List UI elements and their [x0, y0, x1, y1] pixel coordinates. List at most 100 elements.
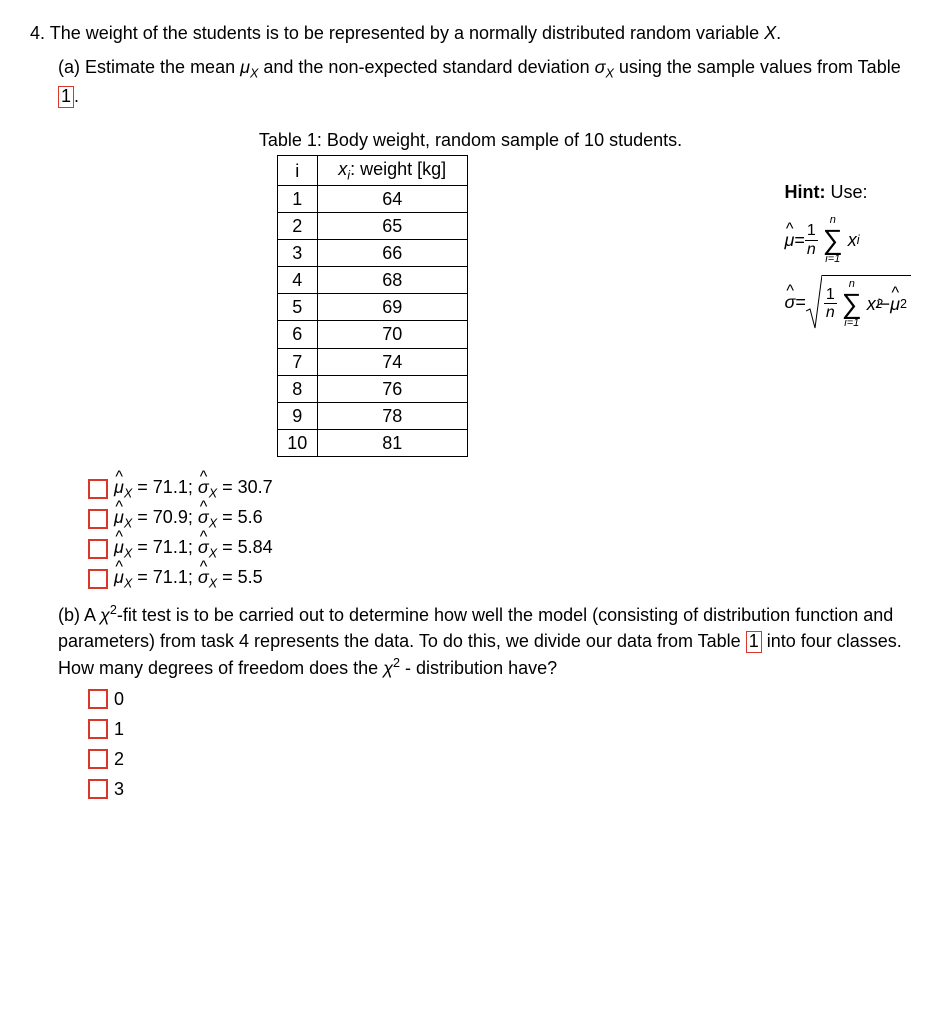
cell-x: 68 [317, 267, 467, 294]
option-a-1[interactable]: μX = 71.1; σX = 30.7 [88, 475, 911, 503]
option-a-2[interactable]: μX = 70.9; σX = 5.6 [88, 505, 911, 533]
checkbox-icon[interactable] [88, 569, 108, 589]
oa-sep: ; [188, 567, 198, 587]
pa-t3: using the sample values from Table [614, 57, 901, 77]
cell-i: 2 [277, 213, 317, 240]
oa-mu-val: 71.1 [153, 567, 188, 587]
th-xi-x: x [338, 159, 347, 179]
table-ref-b[interactable]: 1 [746, 631, 762, 653]
oa-sep: ; [188, 477, 198, 497]
xi: x [848, 227, 857, 253]
cell-i: 5 [277, 294, 317, 321]
table-row: 1081 [277, 429, 467, 456]
checkbox-icon[interactable] [88, 479, 108, 499]
part-a-body: Estimate the mean μX and the non-expecte… [58, 57, 901, 106]
question-text-1: The weight of the students is to be repr… [50, 23, 764, 43]
checkbox-icon[interactable] [88, 539, 108, 559]
table-row: 164 [277, 185, 467, 212]
checkbox-icon[interactable] [88, 779, 108, 799]
opt-a2-text: μX = 70.9; σX = 5.6 [114, 504, 263, 533]
cell-x: 70 [317, 321, 467, 348]
formula-sigma: σ = 1 n n ∑ i=1 [784, 275, 911, 329]
oa-sig-sub: X [209, 577, 217, 591]
option-a-4[interactable]: μX = 71.1; σX = 5.5 [88, 565, 911, 593]
pb-t1: A [84, 605, 100, 625]
sum-bot: i=1 [825, 254, 840, 265]
part-a-label: (a) [58, 57, 80, 77]
option-a-3[interactable]: μX = 71.1; σX = 5.84 [88, 535, 911, 563]
th-xi-rest: : weight [kg] [350, 159, 446, 179]
checkbox-icon[interactable] [88, 719, 108, 739]
question-header: 4. The weight of the students is to be r… [30, 20, 911, 46]
question-text-2: . [776, 23, 781, 43]
oa-mu-val: 70.9 [153, 507, 188, 527]
opt-b2-text: 1 [114, 716, 124, 742]
pb-chi-sup: 2 [110, 603, 117, 617]
sqrt-body: 1 n n ∑ i=1 x2i − μ2 [822, 275, 911, 329]
opt-a4-text: μX = 71.1; σX = 5.5 [114, 564, 263, 593]
pa-t1: Estimate the mean [85, 57, 240, 77]
cell-x: 64 [317, 185, 467, 212]
opt-b3-text: 2 [114, 746, 124, 772]
sigma-hat: σ [784, 289, 795, 315]
sum-bot2: i=1 [844, 318, 859, 329]
option-b-3[interactable]: 2 [88, 745, 911, 773]
oa-sep: ; [188, 507, 198, 527]
var-x: X [764, 23, 776, 43]
pb-chi2: χ [383, 658, 393, 678]
mu-hat: μ [784, 227, 794, 253]
frac-num2: 1 [824, 286, 837, 305]
option-b-2[interactable]: 1 [88, 715, 911, 743]
pb-chi2-sup: 2 [393, 656, 400, 670]
cell-i: 4 [277, 267, 317, 294]
sqrt: 1 n n ∑ i=1 x2i − μ2 [806, 275, 911, 329]
xi-sub: i [857, 231, 860, 249]
oa-sig-sub: X [209, 517, 217, 531]
table-row: 978 [277, 402, 467, 429]
oa-eq1: = [132, 567, 153, 587]
pb-t4: - distribution have? [400, 658, 557, 678]
cell-i: 6 [277, 321, 317, 348]
cell-x: 69 [317, 294, 467, 321]
table-row: 774 [277, 348, 467, 375]
table-row: 876 [277, 375, 467, 402]
frac-1n: 1 n [805, 222, 818, 258]
opt-b4-text: 3 [114, 776, 124, 802]
part-b-label: (b) [58, 605, 80, 625]
cell-x: 74 [317, 348, 467, 375]
oa-eq2: = [217, 507, 238, 527]
formula-mu: μ = 1 n n ∑ i=1 xi [784, 215, 911, 265]
cell-x: 81 [317, 429, 467, 456]
sum-symbol-2: n ∑ i=1 [842, 279, 862, 329]
oa-eq2: = [217, 477, 238, 497]
mu-hat-2: μ [890, 291, 900, 317]
sum-symbol-1: n ∑ i=1 [823, 215, 843, 265]
checkbox-icon[interactable] [88, 509, 108, 529]
sqrt-icon [806, 275, 822, 329]
cell-i: 1 [277, 185, 317, 212]
xi2: x [867, 291, 876, 317]
table-row: 265 [277, 213, 467, 240]
eq-2: = [795, 289, 806, 315]
frac-den2: n [824, 304, 837, 322]
checkbox-icon[interactable] [88, 749, 108, 769]
oa-sig: σ [198, 564, 209, 590]
cell-x: 65 [317, 213, 467, 240]
table-body: 164 265 366 468 569 670 774 876 978 1081 [277, 185, 467, 456]
frac-num: 1 [805, 222, 818, 241]
pa-mu: μ [240, 57, 250, 77]
eq-1: = [794, 227, 805, 253]
opt-a3-text: μX = 71.1; σX = 5.84 [114, 534, 273, 563]
oa-mu: μ [114, 564, 124, 590]
cell-i: 9 [277, 402, 317, 429]
checkbox-icon[interactable] [88, 689, 108, 709]
option-b-1[interactable]: 0 [88, 685, 911, 713]
hint-title-row: Hint: Use: [784, 179, 911, 205]
pb-chi: χ [100, 605, 110, 625]
part-b: (b) A χ2-fit test is to be carried out t… [58, 601, 911, 681]
cell-i: 7 [277, 348, 317, 375]
oa-sig-val: 5.5 [238, 567, 263, 587]
cell-i: 8 [277, 375, 317, 402]
table-ref-a[interactable]: 1 [58, 86, 74, 108]
option-b-4[interactable]: 3 [88, 775, 911, 803]
